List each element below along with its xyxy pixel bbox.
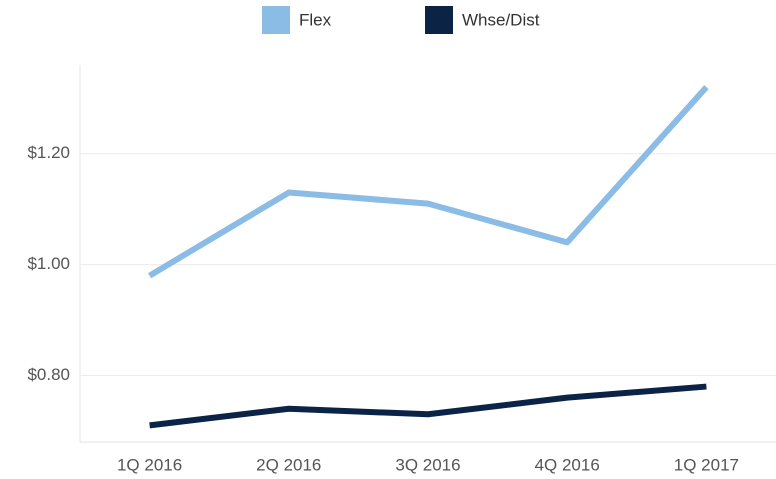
legend-swatch: [262, 6, 290, 34]
legend-swatch: [425, 6, 453, 34]
y-tick-label: $0.80: [27, 365, 70, 384]
x-tick-label: 1Q 2017: [674, 455, 739, 474]
y-tick-label: $1.00: [27, 254, 70, 273]
x-tick-label: 4Q 2016: [535, 455, 600, 474]
legend-label: Flex: [299, 10, 332, 29]
series-line: [148, 85, 709, 279]
x-tick-label: 1Q 2016: [117, 455, 182, 474]
series-line: [149, 383, 707, 429]
legend-label: Whse/Dist: [462, 10, 540, 29]
x-tick-label: 3Q 2016: [395, 455, 460, 474]
y-tick-label: $1.20: [27, 143, 70, 162]
x-tick-label: 2Q 2016: [256, 455, 321, 474]
